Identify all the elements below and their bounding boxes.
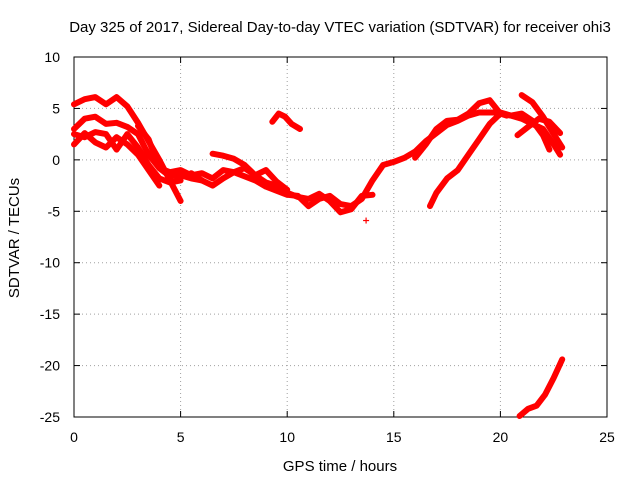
series-track-c [71, 129, 184, 186]
y-tick-label: -10 [40, 255, 60, 271]
x-axis-label: GPS time / hours [283, 458, 397, 475]
outlier-points [363, 217, 370, 224]
x-tick-labels: 0 5 10 15 20 25 [70, 429, 615, 445]
x-tick-label: 0 [70, 429, 78, 445]
y-tick-label: 5 [52, 100, 60, 116]
series-track-j [412, 97, 553, 161]
x-tick-label: 5 [177, 429, 185, 445]
y-tick-labels: 10 5 0 -5 -10 -15 -20 -25 [40, 49, 60, 425]
y-tick-label: -5 [48, 203, 61, 219]
x-tick-label: 25 [599, 429, 615, 445]
series-track-d [71, 130, 163, 189]
series-track-m [516, 356, 566, 419]
series-track-h [269, 110, 303, 132]
y-tick-label: 10 [44, 49, 60, 65]
y-tick-label: 0 [52, 152, 60, 168]
chart-title: Day 325 of 2017, Sidereal Day-to-day VTE… [69, 19, 611, 36]
series-track-l [514, 115, 564, 139]
series-track-b [71, 113, 205, 184]
x-tick-label: 10 [279, 429, 295, 445]
x-tick-label: 15 [386, 429, 402, 445]
series-track-i [427, 110, 510, 210]
data-series [71, 92, 566, 419]
series-track-g [209, 150, 291, 193]
y-tick-label: -25 [40, 409, 60, 425]
outlier-point [363, 217, 370, 224]
plot-frame [73, 56, 608, 418]
y-tick-label: -20 [40, 358, 60, 374]
axis-ticks [73, 56, 608, 418]
series-track-k [518, 92, 566, 151]
y-axis-label: SDTVAR / TECUs [6, 178, 23, 298]
y-tick-label: -15 [40, 306, 60, 322]
x-tick-label: 20 [493, 429, 509, 445]
